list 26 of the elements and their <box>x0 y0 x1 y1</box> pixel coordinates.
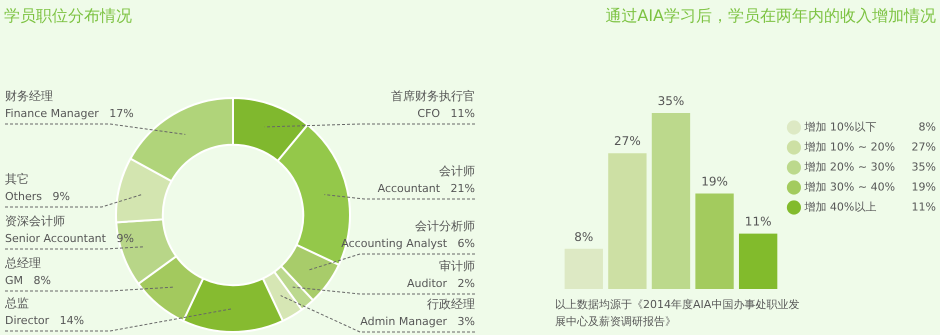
text: 35% <box>912 160 936 174</box>
legend-label: 增加 10% ~ 20% <box>804 140 896 154</box>
text: 8% <box>918 120 936 134</box>
legend-label: 增加 40%以上 <box>803 200 912 214</box>
legend-label: 增加 30% ~ 40% <box>804 180 896 194</box>
data-label: 11% <box>744 214 772 229</box>
slice-label: 行政经理 Admin Manager 3% <box>360 297 475 328</box>
slice-label: 总监 Director 14% <box>4 296 84 327</box>
text: 27% <box>912 140 936 154</box>
text: 19% <box>912 180 936 194</box>
chart-title: 通过AIA学习后，学员在两年内的收入增加情况 <box>605 6 936 27</box>
slice-label: 首席财务执行官 CFO 11% <box>391 89 475 120</box>
slice-label: 其它 Others 9% <box>5 172 70 203</box>
slice-label: 审计师 Auditor 2% <box>406 259 475 290</box>
data-label: 27% <box>614 134 641 148</box>
slice-label: 财务经理 Finance Manager 17% <box>5 89 134 120</box>
legend-label: 增加 20% ~ 30% <box>804 160 896 174</box>
chart-title: 学员职位分布情况 <box>4 6 132 27</box>
slice-label: 会计师 Accountant 21% <box>378 164 475 195</box>
data-label: 19% <box>701 174 728 188</box>
data-label: 35% <box>658 94 684 108</box>
data-label: 8% <box>574 230 594 244</box>
text: 11% <box>912 200 936 214</box>
text: 以上数据均源于《2014年度AIA中国办事处职业发展中心及薪资调研报告》 <box>555 297 800 330</box>
slice-label: 总经理 GM 8% <box>4 256 51 287</box>
legend-label: 增加 10%以下 <box>803 120 912 134</box>
